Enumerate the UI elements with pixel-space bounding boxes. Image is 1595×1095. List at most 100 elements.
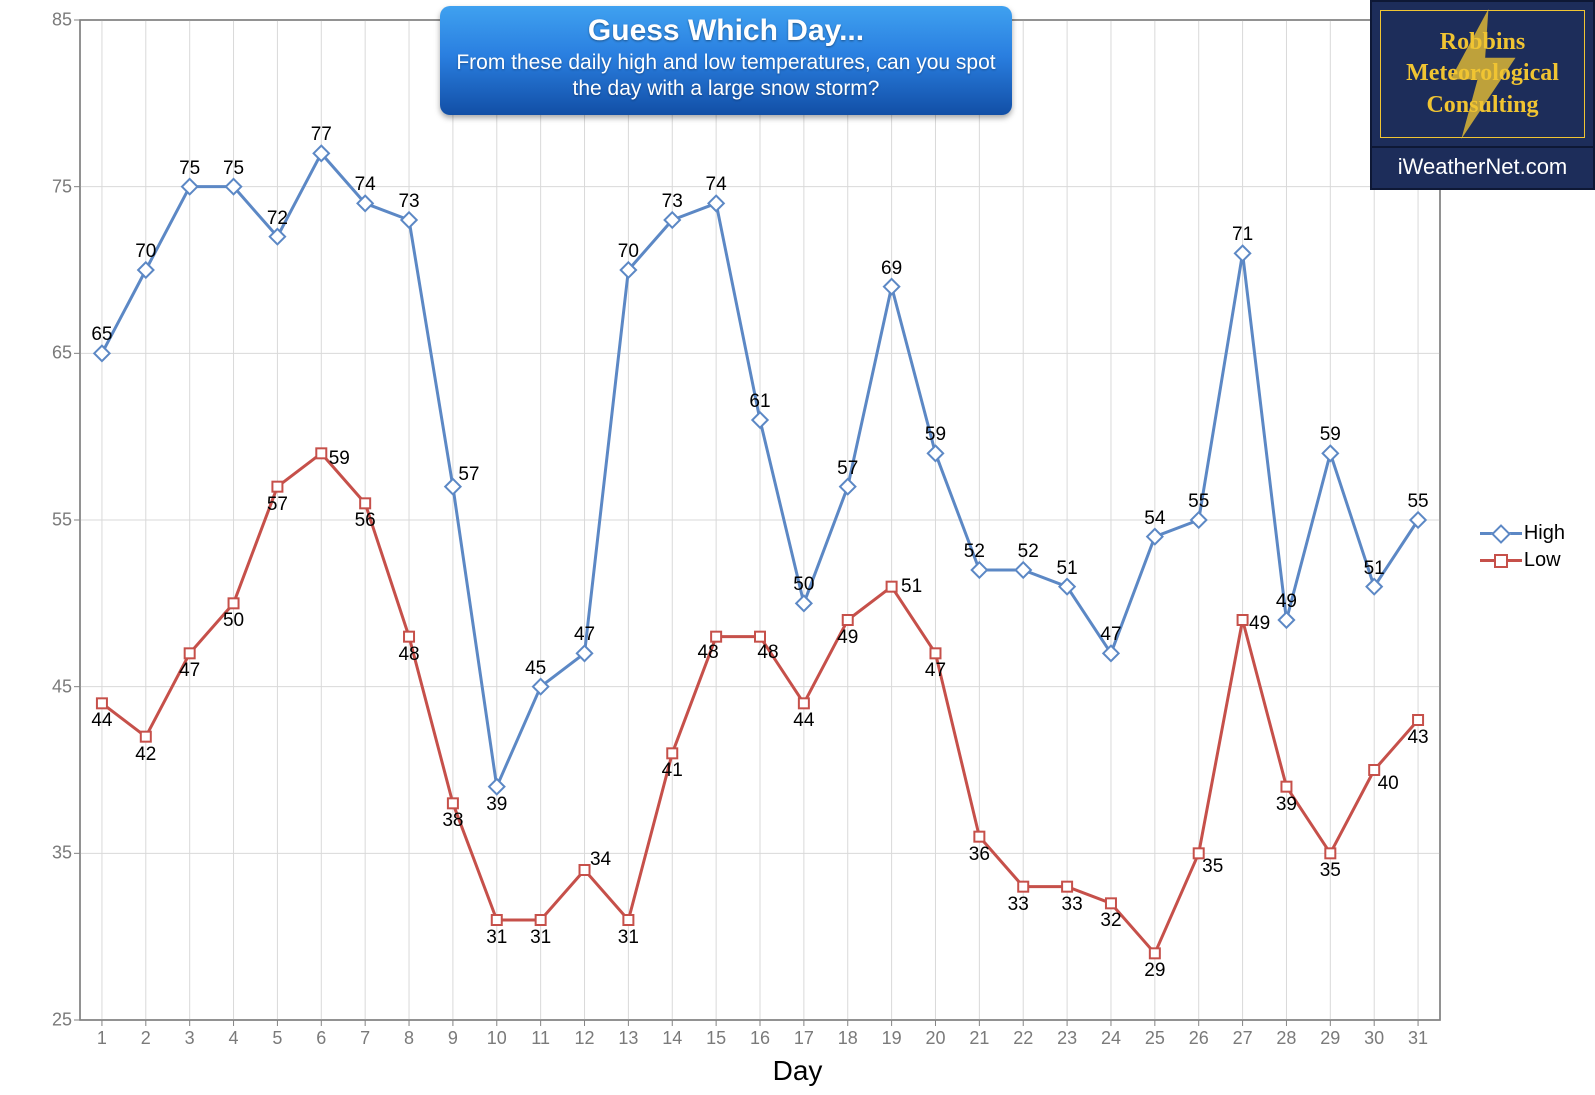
data-label: 74 xyxy=(355,174,376,196)
data-label: 42 xyxy=(135,744,156,766)
x-tick-label: 18 xyxy=(838,1020,858,1049)
x-axis-label: Day xyxy=(0,1055,1595,1087)
brand-line3: Consulting xyxy=(1406,90,1559,121)
chart-title: Guess Which Day... xyxy=(456,14,996,48)
data-label: 65 xyxy=(91,324,112,346)
data-label: 73 xyxy=(398,191,419,213)
x-tick-label: 26 xyxy=(1189,1020,1209,1049)
chart-title-box: Guess Which Day... From these daily high… xyxy=(440,6,1012,115)
y-tick-label: 25 xyxy=(52,1010,80,1031)
data-label: 72 xyxy=(267,208,288,230)
data-label: 39 xyxy=(1276,794,1297,816)
data-label: 40 xyxy=(1378,773,1399,795)
data-label: 29 xyxy=(1144,960,1165,982)
data-label: 48 xyxy=(698,642,719,664)
x-tick-label: 19 xyxy=(882,1020,902,1049)
x-tick-label: 3 xyxy=(185,1020,195,1049)
chart-subtitle: From these daily high and low temperatur… xyxy=(456,50,996,103)
data-label: 45 xyxy=(525,658,546,680)
data-label: 70 xyxy=(618,241,639,263)
data-label: 41 xyxy=(662,760,683,782)
data-label: 44 xyxy=(793,710,814,732)
data-label: 57 xyxy=(267,494,288,516)
x-tick-label: 30 xyxy=(1364,1020,1384,1049)
y-tick-label: 55 xyxy=(52,510,80,531)
data-label: 51 xyxy=(1057,558,1078,580)
data-label: 52 xyxy=(964,541,985,563)
data-label: 55 xyxy=(1188,491,1209,513)
x-tick-label: 2 xyxy=(141,1020,151,1049)
data-label: 59 xyxy=(925,424,946,446)
data-label: 39 xyxy=(486,794,507,816)
brand-line1: Robbins xyxy=(1406,27,1559,58)
data-label: 54 xyxy=(1144,508,1165,530)
data-label: 75 xyxy=(223,158,244,180)
data-label: 69 xyxy=(881,258,902,280)
x-tick-label: 14 xyxy=(662,1020,682,1049)
x-tick-label: 10 xyxy=(487,1020,507,1049)
data-label: 38 xyxy=(442,810,463,832)
data-label: 49 xyxy=(837,627,858,649)
x-tick-label: 31 xyxy=(1408,1020,1428,1049)
x-tick-label: 17 xyxy=(794,1020,814,1049)
data-label: 59 xyxy=(329,448,350,470)
y-tick-label: 85 xyxy=(52,10,80,31)
data-label: 33 xyxy=(1062,894,1083,916)
data-label: 56 xyxy=(355,510,376,532)
data-label: 52 xyxy=(1018,541,1039,563)
x-tick-label: 11 xyxy=(531,1020,550,1049)
x-tick-label: 13 xyxy=(618,1020,638,1049)
legend-item-low: Low xyxy=(1480,549,1565,572)
data-label: 32 xyxy=(1100,910,1121,932)
data-label: 57 xyxy=(837,458,858,480)
data-label: 48 xyxy=(398,644,419,666)
data-label: 47 xyxy=(1100,624,1121,646)
x-tick-label: 23 xyxy=(1057,1020,1077,1049)
x-tick-label: 28 xyxy=(1276,1020,1296,1049)
data-label: 31 xyxy=(618,927,639,949)
x-tick-label: 1 xyxy=(97,1020,107,1049)
x-tick-label: 27 xyxy=(1233,1020,1253,1049)
data-label: 31 xyxy=(486,927,507,949)
data-label: 33 xyxy=(1008,894,1029,916)
branding: Robbins Meteorological Consulting iWeath… xyxy=(1370,0,1595,190)
data-label: 34 xyxy=(590,849,611,871)
brand-url: iWeatherNet.com xyxy=(1370,148,1595,190)
data-label: 47 xyxy=(574,624,595,646)
legend-label-low: Low xyxy=(1524,549,1561,572)
data-label: 75 xyxy=(179,158,200,180)
data-label: 51 xyxy=(1364,558,1385,580)
data-label: 51 xyxy=(901,576,922,598)
data-label: 47 xyxy=(925,660,946,682)
x-tick-label: 8 xyxy=(404,1020,414,1049)
y-tick-label: 35 xyxy=(52,843,80,864)
data-label: 61 xyxy=(749,391,770,413)
data-label: 50 xyxy=(793,574,814,596)
data-label: 57 xyxy=(458,464,479,486)
x-tick-label: 5 xyxy=(272,1020,282,1049)
data-label: 31 xyxy=(530,927,551,949)
x-tick-label: 21 xyxy=(969,1020,989,1049)
data-label: 59 xyxy=(1320,424,1341,446)
x-tick-label: 25 xyxy=(1145,1020,1165,1049)
data-label: 71 xyxy=(1232,224,1253,246)
data-label: 73 xyxy=(662,191,683,213)
data-label: 77 xyxy=(311,124,332,146)
data-label: 35 xyxy=(1202,856,1223,878)
x-tick-label: 22 xyxy=(1013,1020,1033,1049)
x-tick-label: 24 xyxy=(1101,1020,1121,1049)
chart-legend: High Low xyxy=(1480,518,1565,576)
legend-item-high: High xyxy=(1480,522,1565,545)
data-label: 43 xyxy=(1407,727,1428,749)
data-label: 48 xyxy=(757,642,778,664)
x-tick-label: 20 xyxy=(925,1020,945,1049)
brand-line2: Meteorological xyxy=(1406,58,1559,89)
x-tick-label: 15 xyxy=(706,1020,726,1049)
data-label: 49 xyxy=(1276,591,1297,613)
y-tick-label: 45 xyxy=(52,676,80,697)
x-tick-label: 9 xyxy=(448,1020,458,1049)
data-label: 55 xyxy=(1407,491,1428,513)
x-tick-label: 29 xyxy=(1320,1020,1340,1049)
legend-label-high: High xyxy=(1524,522,1565,545)
data-label: 35 xyxy=(1320,860,1341,882)
